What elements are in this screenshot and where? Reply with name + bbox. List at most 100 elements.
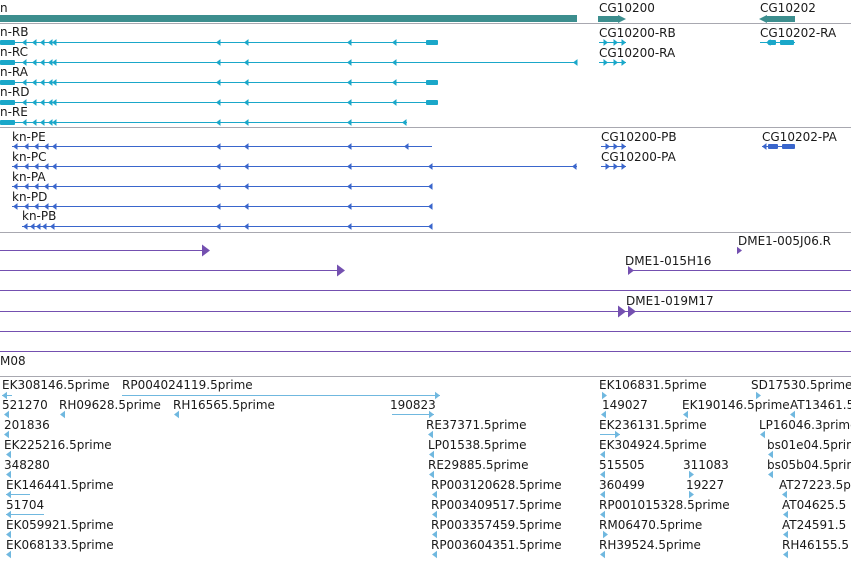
- transcript-cg10202-ra-model: [760, 39, 795, 46]
- insertion-label-j06: DME1-005J06.R: [738, 234, 831, 248]
- est-arrow: [683, 410, 688, 419]
- protein-cg10200-pa-right-arrow: [613, 163, 618, 170]
- est-feature: [600, 470, 605, 479]
- est-label: 515505: [599, 458, 645, 472]
- transcript-cg10200-rb-right-arrow: [603, 39, 608, 46]
- est-feature: [174, 410, 179, 419]
- protein-kn-pd-left-arrow: [24, 203, 29, 210]
- est-arrow: [6, 530, 11, 539]
- transcript-kn-re-left-arrow: [347, 119, 352, 126]
- transcript-kn-re-left-arrow: [40, 119, 45, 126]
- protein-label-cg10200-pa: CG10200-PA: [601, 150, 677, 164]
- est-label: 360499: [599, 478, 645, 492]
- est-arrow: [6, 450, 11, 459]
- est-arrow: [689, 470, 694, 479]
- transcript-kn-rc-left-arrow: [48, 59, 53, 66]
- est-arrow: [60, 410, 65, 419]
- est-arrow: [600, 490, 605, 499]
- est-feature: [603, 530, 608, 539]
- protein-kn-pd-left-arrow: [52, 203, 57, 210]
- est-label: RM06470.5prime: [599, 518, 702, 532]
- protein-kn-pc-left-arrow: [216, 163, 221, 170]
- est-feature: [760, 430, 765, 439]
- insertion-label-m17: DME1-019M17: [626, 294, 714, 308]
- transcript-label-re: n-RE: [0, 105, 28, 119]
- protein-kn-pc-left-arrow: [347, 163, 352, 170]
- est-track: EK308146.5prime RP004024119.5prime EK106…: [2, 378, 851, 559]
- transcript-label-rc: n-RC: [0, 45, 28, 59]
- gene-cg10200[interactable]: [598, 16, 618, 22]
- est-feature: [428, 430, 433, 439]
- est-arrow: [615, 430, 620, 439]
- protein-kn-pa-model: [12, 183, 433, 190]
- est-arrow: [174, 410, 179, 419]
- est-features: [2, 391, 795, 559]
- est-label: LP01538.5prime: [428, 438, 527, 452]
- est-feature: [600, 450, 605, 459]
- est-arrow: [4, 410, 9, 419]
- gene-cg10202[interactable]: [767, 16, 795, 22]
- transcript-kn-rd-left-arrow: [216, 99, 221, 106]
- protein-kn-pd-left-arrow: [244, 203, 249, 210]
- transcript-kn-rd-model: [0, 99, 438, 106]
- transcript-kn-re-left-arrow: [48, 119, 53, 126]
- transcript-kn-ra-left-arrow: [40, 79, 45, 86]
- est-arrow: [600, 450, 605, 459]
- protein-kn-pe-left-arrow: [216, 143, 221, 150]
- protein-kn-pd-left-arrow: [13, 203, 18, 210]
- transcript-label-rd: n-RD: [0, 85, 30, 99]
- est-label: EK068133.5prime: [6, 538, 114, 552]
- est-arrow: [6, 510, 11, 519]
- protein-kn-pd-left-arrow: [428, 203, 433, 210]
- est-arrow: [432, 530, 437, 539]
- transcript-kn-rb-left-arrow: [40, 39, 45, 46]
- est-feature: [392, 410, 434, 419]
- protein-kn-pa-left-arrow: [24, 183, 29, 190]
- est-label: RP003357459.5prime: [431, 518, 562, 532]
- transcript-kn-rd-left-arrow: [347, 99, 352, 106]
- transcript-kn-rd-exon: [0, 100, 15, 105]
- est-feature: [600, 490, 605, 499]
- transcript-kn-ra-model: [0, 79, 438, 86]
- protein-label-pd: kn-PD: [12, 190, 47, 204]
- est-feature: [429, 470, 434, 479]
- protein-kn-pe-left-arrow: [44, 143, 49, 150]
- est-label: 149027: [602, 398, 648, 412]
- transcript-kn-rb-left-arrow: [244, 39, 249, 46]
- est-arrow: [601, 410, 606, 419]
- transcript-track: n-RB n-RC n-RA n-RD n-RE CG10200-RB CG10…: [0, 25, 837, 126]
- protein-cg10200-pb-right-arrow: [605, 143, 610, 150]
- gene-label-cg10200: CG10200: [599, 1, 655, 15]
- transcript-kn-rd-left-arrow: [244, 99, 249, 106]
- est-feature: [782, 490, 787, 499]
- protein-kn-pb-left-arrow: [30, 223, 35, 230]
- transcript-kn-re-left-arrow: [52, 119, 57, 126]
- est-feature: [432, 490, 437, 499]
- est-label: RP003409517.5prime: [431, 498, 562, 512]
- est-label: EK308146.5prime: [2, 378, 110, 392]
- est-arrow: [756, 391, 761, 400]
- protein-cg10200-pa-right-arrow: [621, 163, 626, 170]
- insertion-arrow: [628, 305, 636, 318]
- transcript-kn-rb-left-arrow: [32, 39, 37, 46]
- est-arrow: [760, 430, 765, 439]
- insertion-arrow: [737, 246, 742, 255]
- protein-kn-pa-left-arrow: [347, 183, 352, 190]
- transcript-cg10202-ra-exon: [780, 40, 794, 45]
- est-feature: [600, 430, 620, 439]
- est-feature: [2, 391, 12, 400]
- est-feature: [432, 550, 437, 559]
- gene-kn[interactable]: [0, 15, 577, 22]
- transcript-kn-ra-exon: [0, 80, 15, 85]
- transcript-kn-rd-exon: [426, 100, 438, 105]
- est-feature: [756, 391, 761, 400]
- est-feature: [602, 391, 607, 400]
- est-arrow: [6, 550, 11, 559]
- protein-kn-pe-left-arrow: [404, 143, 409, 150]
- protein-kn-pa-left-arrow: [52, 183, 57, 190]
- est-label: RE29885.5prime: [428, 458, 529, 472]
- protein-label-pa: kn-PA: [12, 170, 46, 184]
- transcript-kn-rb-model: [0, 39, 438, 46]
